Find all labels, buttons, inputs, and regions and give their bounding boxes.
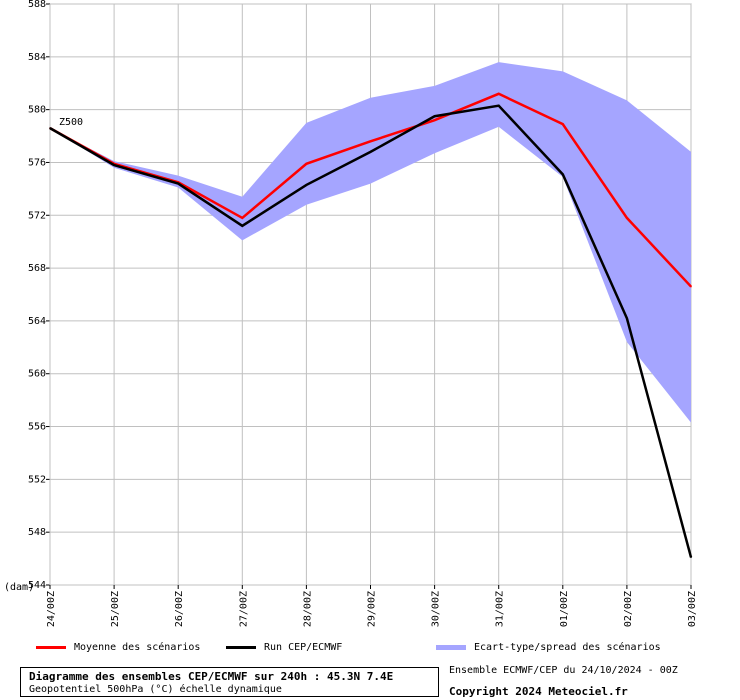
x-tick-label: 31/00Z xyxy=(495,591,506,627)
spread-band-layer xyxy=(50,62,691,423)
y-tick-label: 568 xyxy=(28,263,46,274)
run-point xyxy=(690,556,692,559)
x-tick-label: 30/00Z xyxy=(431,591,442,627)
copyright-label: Copyright 2024 Meteociel.fr xyxy=(449,685,628,698)
y-tick-label: 584 xyxy=(28,52,46,63)
x-tick-labels: 24/00Z 25/00Z 26/00Z 27/00Z 28/00Z 29/00Z 30/0… xyxy=(46,591,698,627)
run-point xyxy=(241,225,244,227)
run-point xyxy=(433,115,436,118)
y-axis-unit-label: (dam) xyxy=(4,582,34,593)
mean-point xyxy=(369,140,372,143)
x-tick-label: 29/00Z xyxy=(367,591,378,627)
x-tick-label: 01/00Z xyxy=(559,591,570,627)
spread-band xyxy=(50,62,691,423)
run-point xyxy=(49,127,51,129)
y-tick-label: 576 xyxy=(28,157,46,168)
run-point xyxy=(113,164,115,166)
run-point xyxy=(369,151,372,153)
mean-point xyxy=(241,217,244,219)
x-tick-label: 25/00Z xyxy=(110,591,121,627)
x-tick-label: 24/00Z xyxy=(46,591,57,627)
legend-spread-label: Ecart-type/spread des scénarios xyxy=(474,642,661,653)
series-lines xyxy=(49,92,693,559)
run-point xyxy=(497,104,500,107)
x-tick-label: 03/00Z xyxy=(687,591,698,627)
legend-run: Run CEP/ECMWF xyxy=(226,640,342,656)
z500-annotation: Z500 xyxy=(59,117,83,128)
mean-point xyxy=(562,123,564,125)
mean-point xyxy=(626,217,628,219)
run-point xyxy=(626,317,628,320)
mean-point xyxy=(433,119,436,121)
y-tick-labels: 544 548 552 556 560 564 568 572 576 580 584 588 xyxy=(28,0,46,591)
ensemble-run-label: Ensemble ECMWF/CEP du 24/10/2024 - 00Z xyxy=(449,665,678,676)
legend-run-label: Run CEP/ECMWF xyxy=(264,642,343,653)
legend-mean-swatch xyxy=(36,645,66,649)
y-tick-label: 548 xyxy=(28,527,46,538)
x-tick-label: 28/00Z xyxy=(302,591,313,627)
run-point xyxy=(562,173,564,176)
footer-subtitle: Geopotentiel 500hPa (°C) échelle dynamiq… xyxy=(29,684,282,695)
legend-run-swatch xyxy=(226,645,256,649)
y-tick-label: 552 xyxy=(28,474,46,485)
mean-point xyxy=(305,162,308,165)
x-tick-label: 27/00Z xyxy=(238,591,249,627)
x-tick-label: 26/00Z xyxy=(174,591,185,627)
footer-title: Diagramme des ensembles CEP/ECMWF sur 24… xyxy=(29,670,394,683)
y-tick-label: 544 xyxy=(28,580,46,591)
y-tick-label: 560 xyxy=(28,369,46,380)
legend-mean: Moyenne des scénarios xyxy=(36,640,200,656)
legend-spread-swatch xyxy=(436,644,466,650)
y-tick-label: 556 xyxy=(28,422,46,433)
y-tick-label: 572 xyxy=(28,210,46,221)
legend-spread: Ecart-type/spread des scénarios xyxy=(436,640,661,656)
mean-point xyxy=(497,92,500,95)
legend-mean-label: Moyenne des scénarios xyxy=(74,642,201,653)
run-point xyxy=(305,184,308,186)
y-tick-label: 564 xyxy=(28,316,46,327)
y-tick-label: 580 xyxy=(28,105,46,116)
mean-point xyxy=(690,285,692,288)
x-tick-label: 02/00Z xyxy=(623,591,634,627)
run-point xyxy=(177,182,179,185)
info-box: Diagramme des ensembles CEP/ECMWF sur 24… xyxy=(20,667,439,697)
chart-svg: 544 548 552 556 560 564 568 572 576 580 584 588 24/… xyxy=(4,0,698,627)
y-tick-label: 588 xyxy=(28,0,46,10)
